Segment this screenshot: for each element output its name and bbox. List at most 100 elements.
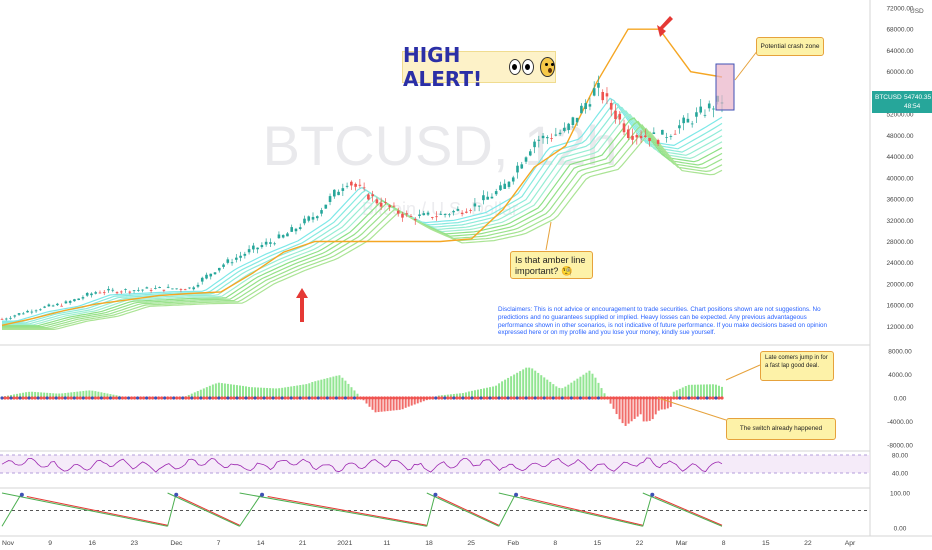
macd-bar[interactable] — [278, 388, 281, 398]
candle-body[interactable] — [68, 301, 72, 303]
macd-bar[interactable] — [383, 398, 386, 412]
macd-bar[interactable] — [232, 384, 235, 398]
candle-body[interactable] — [60, 305, 63, 307]
candle-body[interactable] — [9, 317, 12, 319]
macd-bar[interactable] — [618, 398, 621, 420]
candle-body[interactable] — [281, 235, 285, 238]
stoch-k-line[interactable] — [498, 492, 517, 527]
candle-body[interactable] — [286, 233, 289, 237]
macd-bar[interactable] — [576, 378, 579, 398]
macd-bar[interactable] — [597, 382, 600, 398]
candle-body[interactable] — [409, 215, 413, 217]
macd-bar[interactable] — [452, 393, 455, 398]
candle-body[interactable] — [34, 310, 38, 312]
macd-bar[interactable] — [103, 392, 106, 398]
macd-bar[interactable] — [690, 384, 693, 398]
stoch-d-line[interactable] — [26, 496, 168, 526]
macd-bar[interactable] — [37, 392, 40, 398]
candle-body[interactable] — [413, 218, 417, 221]
candle-body[interactable] — [375, 199, 379, 204]
macd-bar[interactable] — [302, 384, 305, 398]
macd-bar[interactable] — [85, 390, 88, 398]
candle-body[interactable] — [179, 289, 183, 290]
macd-bar[interactable] — [220, 383, 223, 398]
macd-bar[interactable] — [211, 384, 214, 398]
candle-body[interactable] — [605, 93, 609, 97]
macd-bar[interactable] — [507, 377, 510, 398]
candle-body[interactable] — [392, 205, 396, 207]
macd-bar[interactable] — [708, 384, 711, 398]
macd-bar[interactable] — [684, 386, 687, 398]
candle-body[interactable] — [465, 211, 468, 213]
candle-body[interactable] — [243, 253, 247, 256]
macd-bar[interactable] — [305, 384, 308, 398]
macd-bar[interactable] — [639, 398, 642, 415]
macd-bar[interactable] — [407, 398, 410, 407]
macd-bar[interactable] — [657, 398, 660, 411]
candle-body[interactable] — [298, 227, 302, 229]
macd-bar[interactable] — [612, 398, 615, 409]
candle-body[interactable] — [81, 297, 85, 299]
macd-bar[interactable] — [263, 387, 266, 398]
macd-bar[interactable] — [458, 393, 461, 398]
candle-body[interactable] — [141, 289, 144, 291]
candle-body[interactable] — [124, 289, 127, 291]
macd-bar[interactable] — [401, 398, 404, 410]
macd-bar[interactable] — [594, 377, 597, 398]
candle-body[interactable] — [384, 202, 387, 203]
candle-body[interactable] — [17, 313, 21, 315]
candle-body[interactable] — [226, 259, 230, 263]
macd-bar[interactable] — [329, 377, 332, 398]
candle-body[interactable] — [682, 117, 685, 124]
macd-bar[interactable] — [79, 391, 82, 398]
candle-body[interactable] — [345, 185, 349, 187]
candle-body[interactable] — [102, 292, 106, 294]
candle-body[interactable] — [73, 299, 76, 302]
candle-body[interactable] — [341, 188, 345, 191]
candle-body[interactable] — [188, 287, 191, 289]
candle-body[interactable] — [665, 137, 668, 139]
candle-body[interactable] — [107, 288, 110, 291]
last-price-tag[interactable]: BTCUSD 54740.35 48:54 — [872, 91, 932, 113]
candle-body[interactable] — [405, 213, 409, 215]
stoch-k-line[interactable] — [498, 492, 643, 527]
stoch-k-line[interactable] — [642, 492, 653, 527]
macd-bar[interactable] — [721, 386, 723, 398]
macd-bar[interactable] — [666, 398, 669, 409]
candle-body[interactable] — [158, 287, 161, 289]
candle-body[interactable] — [26, 310, 29, 313]
macd-bar[interactable] — [528, 367, 531, 398]
candle-body[interactable] — [0, 318, 4, 320]
candle-body[interactable] — [678, 125, 681, 129]
candle-body[interactable] — [303, 218, 306, 224]
macd-bar[interactable] — [579, 376, 582, 398]
candle-body[interactable] — [362, 187, 366, 189]
macd-bar[interactable] — [582, 374, 585, 398]
macd-bar[interactable] — [630, 398, 633, 422]
candle-body[interactable] — [115, 292, 119, 294]
macd-bar[interactable] — [531, 368, 534, 398]
macd-bar[interactable] — [25, 392, 28, 398]
candle-body[interactable] — [56, 303, 59, 306]
candle-body[interactable] — [601, 91, 605, 101]
macd-bar[interactable] — [696, 384, 699, 398]
candle-body[interactable] — [145, 287, 149, 289]
macd-bar[interactable] — [46, 392, 49, 398]
macd-bar[interactable] — [49, 393, 52, 398]
candle-body[interactable] — [209, 273, 213, 277]
macd-bar[interactable] — [16, 393, 19, 398]
candle-body[interactable] — [439, 213, 443, 215]
candle-body[interactable] — [460, 212, 464, 214]
candle-body[interactable] — [490, 196, 494, 199]
stoch-k-line[interactable] — [167, 492, 240, 527]
candle-body[interactable] — [580, 105, 583, 114]
candle-body[interactable] — [166, 286, 170, 288]
macd-bar[interactable] — [293, 385, 296, 398]
macd-bar[interactable] — [28, 391, 31, 398]
candle-body[interactable] — [294, 228, 298, 232]
macd-bar[interactable] — [61, 393, 64, 398]
macd-bar[interactable] — [106, 393, 109, 398]
candle-body[interactable] — [418, 214, 421, 216]
macd-bar[interactable] — [416, 398, 419, 404]
candle-body[interactable] — [520, 164, 524, 169]
